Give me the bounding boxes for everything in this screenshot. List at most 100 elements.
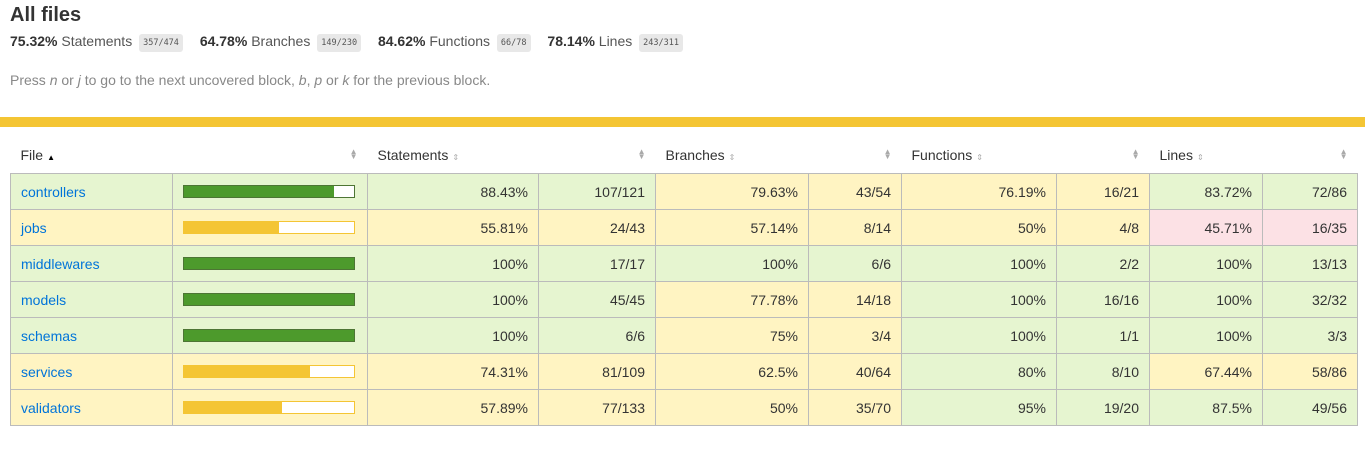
file-cell: schemas (10, 317, 173, 354)
coverage-bar-fill (184, 294, 354, 305)
summary-fraction: 243/311 (639, 34, 683, 52)
statements-pct-cell: 55.81% (367, 209, 539, 246)
functions-fraction-cell: 2/2 (1056, 245, 1150, 282)
status-divider (0, 117, 1365, 127)
coverage-bar-cell (172, 209, 368, 246)
header-label: Lines (1159, 146, 1193, 163)
header-functions[interactable]: Functions ⇕ (902, 136, 1057, 174)
statements-fraction-cell: 6/6 (538, 317, 656, 354)
file-link[interactable]: services (21, 363, 73, 380)
file-cell: services (10, 353, 173, 390)
table-row: middlewares 100% 17/17 100% 6/6 100% 2/2 100% 13… (10, 245, 1358, 282)
lines-fraction-cell: 72/86 (1262, 173, 1358, 210)
functions-pct-cell: 50% (901, 209, 1057, 246)
functions-pct-cell: 95% (901, 389, 1057, 426)
hint-text: or (57, 72, 78, 88)
summary-pct: 64.78% (199, 33, 248, 49)
sort-icon: ▲ ▼ (349, 147, 358, 161)
coverage-bar-cell (172, 353, 368, 390)
branches-fraction-cell: 35/70 (808, 389, 902, 426)
lines-fraction-cell: 58/86 (1262, 353, 1358, 390)
summary-label: Lines (598, 33, 633, 49)
branches-fraction-cell: 43/54 (808, 173, 902, 210)
branches-fraction-cell: 8/14 (808, 209, 902, 246)
lines-pct-cell: 87.5% (1149, 389, 1263, 426)
lines-fraction-cell: 32/32 (1262, 281, 1358, 318)
coverage-rows: controllers 88.43% 107/121 79.63% 43/54 76.19… (10, 173, 1358, 426)
lines-pct-cell: 67.44% (1149, 353, 1263, 390)
coverage-bar-cell (172, 389, 368, 426)
lines-fraction-cell: 49/56 (1262, 389, 1358, 426)
file-cell: validators (10, 389, 173, 426)
file-link[interactable]: middlewares (21, 255, 100, 272)
header-functions-raw[interactable]: ▲ ▼ (1057, 136, 1150, 174)
hint-key: k (342, 72, 350, 88)
header-statements-raw[interactable]: ▲ ▼ (539, 136, 656, 174)
header-statements[interactable]: Statements ⇕ (368, 136, 539, 174)
branches-fraction-cell: 14/18 (808, 281, 902, 318)
table-header-row: File ▲ ▲ ▼ Statements ⇕ ▲ ▼ Branches ⇕ ▲ ▼ Fun… (11, 136, 1358, 174)
functions-pct-cell: 80% (901, 353, 1057, 390)
functions-pct-cell: 100% (901, 317, 1057, 354)
branches-fraction-cell: 40/64 (808, 353, 902, 390)
file-link[interactable]: controllers (21, 183, 86, 200)
coverage-summary: 75.32% Statements 357/474 64.78% Branche… (10, 33, 1355, 52)
hint-key: j (77, 72, 81, 88)
coverage-bar (183, 365, 355, 378)
statements-pct-cell: 88.43% (367, 173, 539, 210)
header-branches-raw[interactable]: ▲ ▼ (809, 136, 902, 174)
table-row: validators 57.89% 77/133 50% 35/70 95% 19/20 87… (10, 389, 1358, 426)
summary-functions: 84.62% Functions 66/78 (377, 33, 531, 52)
header-file-bar[interactable]: ▲ ▼ (173, 136, 368, 174)
header-branches[interactable]: Branches ⇕ (656, 136, 809, 174)
lines-fraction-cell: 3/3 (1262, 317, 1358, 354)
statements-fraction-cell: 77/133 (538, 389, 656, 426)
statements-pct-cell: 100% (367, 245, 539, 282)
file-cell: jobs (10, 209, 173, 246)
branches-pct-cell: 50% (655, 389, 809, 426)
coverage-bar-cell (172, 317, 368, 354)
summary-statements: 75.32% Statements 357/474 (10, 33, 183, 52)
lines-fraction-cell: 13/13 (1262, 245, 1358, 282)
sort-icon: ⇕ (1196, 152, 1204, 162)
table-row: jobs 55.81% 24/43 57.14% 8/14 50% 4/8 45.71% 16/… (10, 209, 1358, 246)
branches-fraction-cell: 3/4 (808, 317, 902, 354)
coverage-bar-cell (172, 245, 368, 282)
lines-pct-cell: 100% (1149, 245, 1263, 282)
summary-pct: 75.32% (10, 33, 58, 49)
file-link[interactable]: jobs (21, 219, 47, 236)
coverage-bar (183, 185, 355, 198)
coverage-bar (183, 221, 355, 234)
coverage-bar-fill (184, 402, 283, 413)
statements-pct-cell: 74.31% (367, 353, 539, 390)
summary-label: Statements (61, 33, 133, 49)
coverage-bar-fill (184, 330, 354, 341)
functions-pct-cell: 100% (901, 281, 1057, 318)
header-label: Statements (377, 146, 449, 163)
hint-key: n (49, 72, 58, 88)
file-link[interactable]: models (21, 291, 67, 308)
lines-fraction-cell: 16/35 (1262, 209, 1358, 246)
statements-fraction-cell: 24/43 (538, 209, 656, 246)
hint-text: Press (10, 72, 50, 88)
branches-pct-cell: 57.14% (655, 209, 809, 246)
header-file[interactable]: File ▲ (11, 136, 173, 174)
file-cell: middlewares (10, 245, 173, 282)
header-label: Functions (911, 146, 973, 163)
branches-pct-cell: 79.63% (655, 173, 809, 210)
coverage-bar-cell (172, 173, 368, 210)
header-lines[interactable]: Lines ⇕ (1150, 136, 1263, 174)
header-lines-raw[interactable]: ▲ ▼ (1263, 136, 1358, 174)
summary-lines: 78.14% Lines 243/311 (547, 33, 683, 52)
branches-pct-cell: 62.5% (655, 353, 809, 390)
summary-pct: 84.62% (377, 33, 426, 49)
file-link[interactable]: schemas (21, 327, 78, 344)
coverage-bar (183, 257, 355, 270)
table-row: schemas 100% 6/6 75% 3/4 100% 1/1 100% 3/3 (10, 317, 1358, 354)
page-title: All files (10, 4, 82, 26)
sort-icon: ▲ ▼ (1131, 147, 1140, 161)
file-link[interactable]: validators (21, 399, 81, 416)
statements-fraction-cell: 45/45 (538, 281, 656, 318)
sort-ascending-icon: ▲ (47, 152, 55, 162)
coverage-bar-fill (184, 258, 354, 269)
